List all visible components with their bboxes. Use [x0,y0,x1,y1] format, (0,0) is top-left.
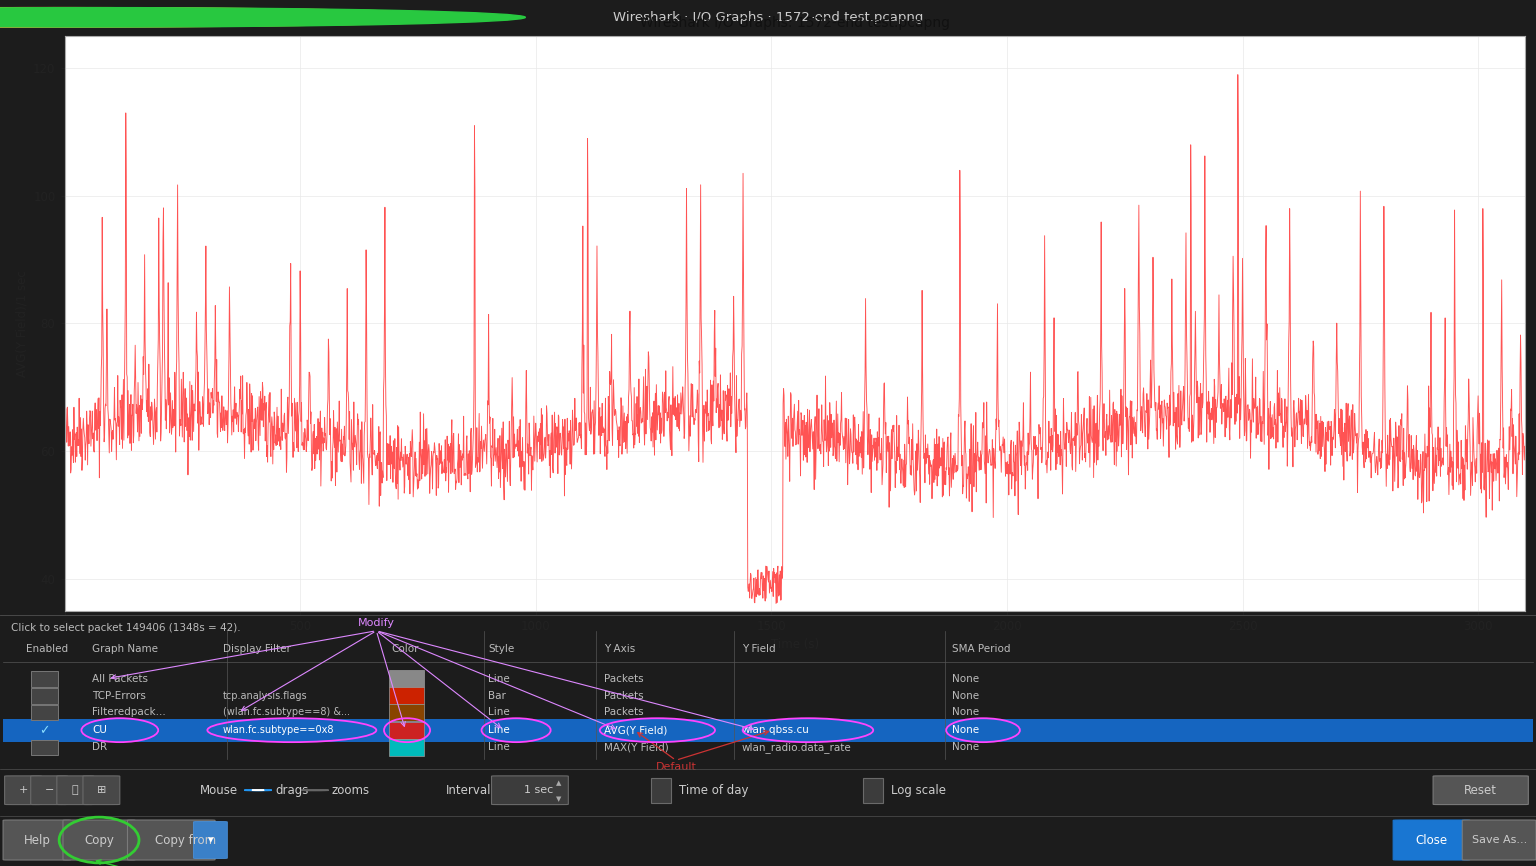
Text: SMA Period: SMA Period [952,644,1011,654]
Text: Wireshark · I/O Graphs · 1572-end test.pcapng: Wireshark · I/O Graphs · 1572-end test.p… [613,10,923,24]
Text: Color: Color [392,644,419,654]
Text: Copy from: Copy from [155,833,217,847]
FancyBboxPatch shape [492,776,568,805]
Text: +: + [18,785,28,795]
Text: Time of day: Time of day [679,784,748,797]
Circle shape [0,8,525,27]
Bar [389,704,424,721]
Text: ✓: ✓ [40,724,49,737]
Text: (wlan.fc.subtype==8) &...: (wlan.fc.subtype==8) &... [223,708,350,717]
Circle shape [0,8,495,27]
Text: Mouse: Mouse [200,784,238,797]
Text: ▲: ▲ [556,780,561,786]
FancyBboxPatch shape [57,776,94,805]
Text: Line: Line [488,725,510,735]
Text: Close: Close [1416,833,1447,847]
Text: TCP-Errors: TCP-Errors [92,690,146,701]
Text: Y Field: Y Field [742,644,776,654]
Text: Y Axis: Y Axis [604,644,634,654]
FancyBboxPatch shape [1393,820,1470,860]
Text: drags: drags [275,784,309,797]
Text: None: None [952,742,980,753]
Text: Packets: Packets [604,690,644,701]
Bar [389,687,424,704]
FancyBboxPatch shape [31,740,58,755]
Bar [389,670,424,687]
Text: Modify: Modify [358,617,395,628]
Text: DR: DR [92,742,108,753]
Text: None: None [952,725,980,735]
Text: None: None [952,690,980,701]
Text: Copy to clipboard to paste in to Excel: Copy to clipboard to paste in to Excel [97,860,341,866]
Text: ▼: ▼ [556,796,561,802]
Bar [389,739,424,756]
Text: Line: Line [488,742,510,753]
Text: Help: Help [23,833,51,847]
Text: wlan.qbss.cu: wlan.qbss.cu [742,725,809,735]
Text: Line: Line [488,674,510,683]
Text: zooms: zooms [332,784,370,797]
Text: Click to select packet 149406 (1348s = 42).: Click to select packet 149406 (1348s = 4… [11,623,240,633]
Text: tcp.analysis.flags: tcp.analysis.flags [223,690,307,701]
Text: Enabled: Enabled [26,644,68,654]
Text: Default: Default [656,762,696,772]
FancyBboxPatch shape [194,822,227,858]
Text: Line: Line [488,708,510,717]
Text: Interval: Interval [445,784,492,797]
FancyBboxPatch shape [31,776,68,805]
Text: None: None [952,674,980,683]
Text: Display Filter: Display Filter [223,644,290,654]
Text: Bar: Bar [488,690,507,701]
FancyBboxPatch shape [127,820,215,860]
FancyBboxPatch shape [1433,776,1528,805]
FancyBboxPatch shape [63,820,135,860]
Text: wlan_radio.data_rate: wlan_radio.data_rate [742,741,851,753]
Text: None: None [952,708,980,717]
FancyBboxPatch shape [31,688,58,703]
Text: ▾: ▾ [207,835,214,845]
Text: ⧉: ⧉ [72,785,78,795]
Text: All Packets: All Packets [92,674,147,683]
Text: Filteredpack...: Filteredpack... [92,708,166,717]
X-axis label: Time (s): Time (s) [771,638,819,651]
Bar [3,719,1533,742]
FancyBboxPatch shape [31,671,58,687]
FancyBboxPatch shape [1462,820,1536,860]
FancyBboxPatch shape [3,820,71,860]
Text: Packets: Packets [604,674,644,683]
Y-axis label: AVG(Y Field)/1 sec: AVG(Y Field)/1 sec [15,270,29,377]
FancyBboxPatch shape [31,705,58,721]
Text: 1 sec: 1 sec [524,785,553,795]
FancyBboxPatch shape [83,776,120,805]
Text: ⊞: ⊞ [97,785,106,795]
FancyBboxPatch shape [863,778,883,803]
Text: Packets: Packets [604,708,644,717]
FancyBboxPatch shape [5,776,41,805]
Text: Log scale: Log scale [891,784,946,797]
Text: AVG(Y Field): AVG(Y Field) [604,725,667,735]
Text: Reset: Reset [1464,784,1498,797]
Text: Style: Style [488,644,515,654]
Text: Copy: Copy [84,833,114,847]
Text: wlan.fc.subtype==0x8: wlan.fc.subtype==0x8 [223,725,335,735]
Text: CU: CU [92,725,108,735]
FancyBboxPatch shape [651,778,671,803]
Text: Save As...: Save As... [1471,835,1527,845]
Text: −: − [45,785,54,795]
Circle shape [0,8,464,27]
Bar [389,721,424,739]
Text: MAX(Y Field): MAX(Y Field) [604,742,668,753]
Text: Graph Name: Graph Name [92,644,158,654]
Title: Wireshark I/O Graphs: 1572-end test.pcapng: Wireshark I/O Graphs: 1572-end test.pcap… [641,16,949,29]
